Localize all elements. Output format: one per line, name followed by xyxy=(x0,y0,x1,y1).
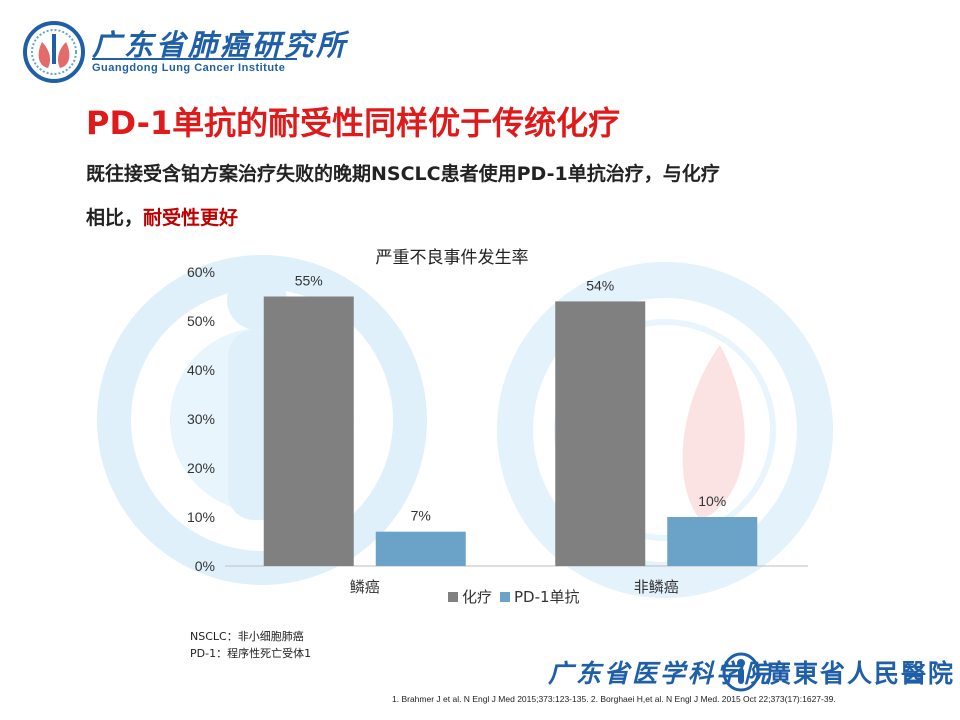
data-label: 55% xyxy=(295,273,323,289)
subtitle-line-1: 既往接受含铂方案治疗失败的晚期NSCLC患者使用PD-1单抗治疗，与化疗 xyxy=(86,163,720,185)
institute-logo-icon xyxy=(23,21,85,83)
chart-title: 严重不良事件发生率 xyxy=(376,248,529,268)
bar-pd1-0 xyxy=(375,531,466,566)
chart-legend: 化疗 PD-1单抗 xyxy=(448,588,580,606)
academy-name: 广东省医学科学院 xyxy=(548,659,773,688)
y-tick-label: 0% xyxy=(195,558,215,574)
y-tick-label: 20% xyxy=(187,460,215,476)
y-tick-label: 10% xyxy=(187,509,215,525)
x-axis: 鳞癌 非鳞癌 xyxy=(350,578,679,596)
y-tick-label: 40% xyxy=(187,362,215,378)
slide-title: PD-1单抗的耐受性同样优于传统化疗 xyxy=(86,104,621,142)
y-tick-label: 60% xyxy=(187,264,215,280)
institute-name-cn: 广东省肺癌研究所 xyxy=(92,28,349,62)
legend-label-0: 化疗 xyxy=(462,588,492,606)
bar-chemo-1 xyxy=(555,301,646,566)
subtitle-prefix: 相比， xyxy=(86,207,144,229)
bar-pd1-1 xyxy=(667,517,758,566)
abbr-nsclc: NSCLC：非小细胞肺癌 xyxy=(190,630,304,643)
references: 1. Brahmer J et al. N Engl J Med 2015;37… xyxy=(392,694,836,704)
x-category-label: 非鳞癌 xyxy=(634,578,679,596)
data-label: 10% xyxy=(698,493,726,509)
x-category-label: 鳞癌 xyxy=(350,578,380,596)
legend-swatch-1 xyxy=(500,592,510,602)
y-axis: 0% 10% 20% 30% 40% 50% 60% xyxy=(187,264,215,574)
subtitle-highlight: 耐受性更好 xyxy=(143,207,239,229)
abbr-pd1: PD-1：程序性死亡受体1 xyxy=(190,647,312,660)
y-tick-label: 50% xyxy=(187,313,215,329)
hospital-logo-icon xyxy=(722,652,760,692)
logo-divider xyxy=(92,58,297,60)
hospital-name: 廣東省人民醫院 xyxy=(766,659,956,688)
institute-name-en: Guangdong Lung Cancer Institute xyxy=(92,62,286,74)
legend-label-1: PD-1单抗 xyxy=(514,588,580,606)
data-label: 7% xyxy=(411,508,431,524)
legend-swatch-0 xyxy=(448,592,458,602)
slide-subtitle: 既往接受含铂方案治疗失败的晚期NSCLC患者使用PD-1单抗治疗，与化疗 相比，… xyxy=(86,152,886,240)
abbreviations: NSCLC：非小细胞肺癌 PD-1：程序性死亡受体1 xyxy=(190,628,311,662)
bar-chemo-0 xyxy=(263,296,354,566)
data-label: 54% xyxy=(586,277,614,293)
y-tick-label: 30% xyxy=(187,411,215,427)
bars: 55% 7% 54% 10% xyxy=(263,273,758,566)
subtitle-line-2: 相比，耐受性更好 xyxy=(86,196,886,240)
